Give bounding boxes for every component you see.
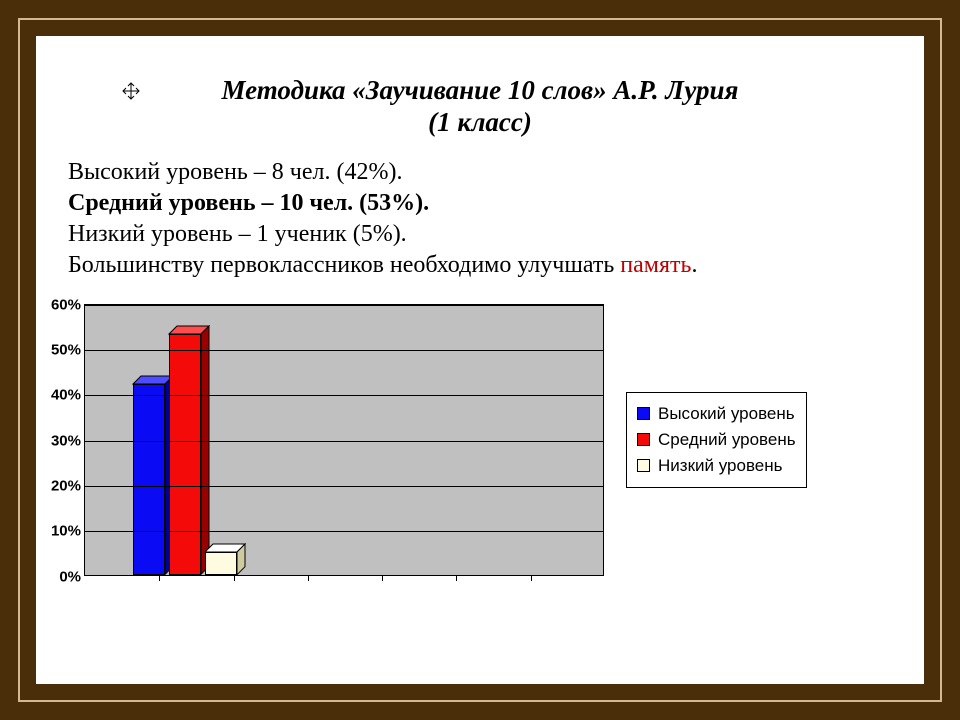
y-axis-labels: 0%10%20%30%40%50%60%	[37, 305, 81, 575]
legend-label: Низкий уровень	[658, 456, 782, 476]
legend-swatch	[637, 433, 650, 446]
text-line-2: Средний уровень – 10 чел. (53%).	[68, 188, 898, 219]
legend-item: Средний уровень	[637, 427, 796, 453]
legend-label: Высокий уровень	[658, 404, 795, 424]
legend-item: Низкий уровень	[637, 453, 796, 479]
grid-line	[85, 486, 603, 487]
bar-1	[169, 326, 209, 574]
title-line-1: Методика «Заучивание 10 слов» А.Р. Лурия	[62, 74, 898, 106]
text-line-4: Большинству первоклассников необходимо у…	[68, 250, 898, 281]
grid-line	[85, 441, 603, 442]
x-tick	[382, 575, 383, 581]
text-line-4-red: память	[620, 252, 691, 278]
y-tick-label: 40%	[37, 387, 81, 404]
text-line-4-pre: Большинству первоклассников необходимо у…	[68, 252, 620, 278]
text-line-1: Высокий уровень – 8 чел. (42%).	[68, 157, 898, 188]
grid-line	[85, 350, 603, 351]
bar-side	[236, 543, 246, 576]
y-tick-label: 30%	[37, 432, 81, 449]
bars-group	[85, 305, 603, 575]
grid-line	[85, 305, 603, 306]
slide-frame: Методика «Заучивание 10 слов» А.Р. Лурия…	[0, 0, 960, 720]
bar-2	[205, 544, 245, 575]
plot-area: 0%10%20%30%40%50%60%	[84, 304, 604, 576]
text-line-4-post: .	[691, 252, 697, 278]
move-cursor-icon	[122, 82, 140, 100]
chart-container: 0%10%20%30%40%50%60% Высокий уровень Сред…	[84, 304, 898, 576]
legend-swatch	[637, 459, 650, 472]
bar-chart: 0%10%20%30%40%50%60%	[84, 304, 604, 576]
slide-page: Методика «Заучивание 10 слов» А.Р. Лурия…	[36, 36, 924, 684]
slide-inner-stroke: Методика «Заучивание 10 слов» А.Р. Лурия…	[18, 18, 942, 702]
x-tick	[234, 575, 235, 581]
grid-line	[85, 395, 603, 396]
slide-title: Методика «Заучивание 10 слов» А.Р. Лурия…	[62, 74, 898, 139]
y-tick-label: 20%	[37, 477, 81, 494]
x-tick	[159, 575, 160, 581]
chart-legend: Высокий уровень Средний уровень Низкий уро…	[626, 392, 807, 488]
bar-front	[205, 552, 237, 575]
x-tick	[308, 575, 309, 581]
bar-front	[169, 334, 201, 574]
y-tick-label: 50%	[37, 341, 81, 358]
y-tick-label: 10%	[37, 523, 81, 540]
y-tick-label: 60%	[37, 296, 81, 313]
title-line-2: (1 класс)	[62, 106, 898, 138]
x-tick	[456, 575, 457, 581]
x-tick	[531, 575, 532, 581]
legend-label: Средний уровень	[658, 430, 796, 450]
y-tick-label: 0%	[37, 568, 81, 585]
legend-item: Высокий уровень	[637, 401, 796, 427]
body-text: Высокий уровень – 8 чел. (42%). Средний …	[68, 157, 898, 282]
bar-front	[133, 384, 165, 574]
x-axis-ticks	[85, 575, 603, 581]
bar-0	[133, 376, 173, 574]
text-line-3: Низкий уровень – 1 ученик (5%).	[68, 219, 898, 250]
legend-swatch	[637, 407, 650, 420]
grid-line	[85, 531, 603, 532]
bar-side	[200, 325, 210, 575]
